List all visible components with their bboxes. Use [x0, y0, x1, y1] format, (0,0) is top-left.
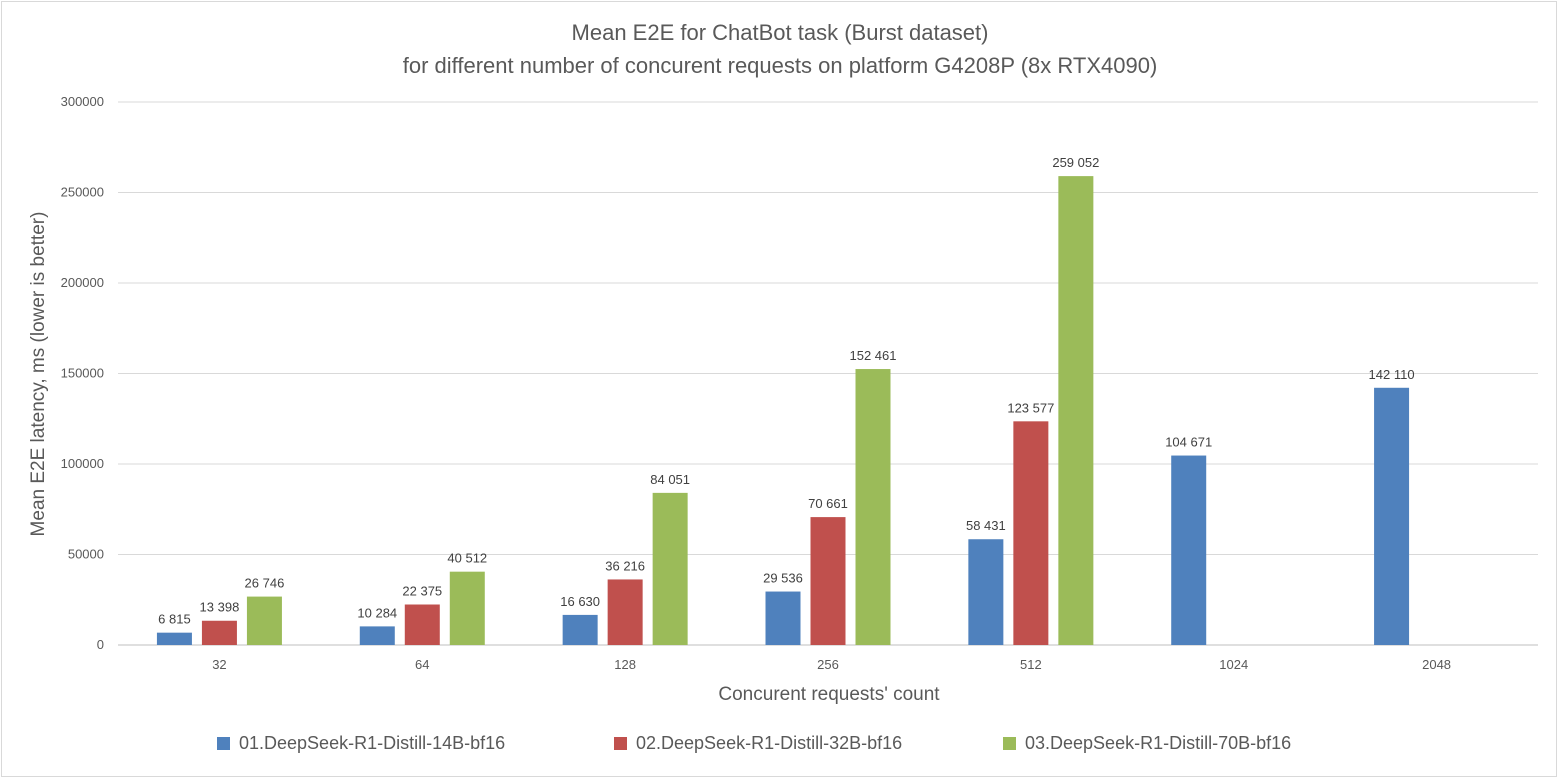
- bar: [765, 591, 801, 645]
- bar-value-label: 22 375: [402, 584, 442, 599]
- x-axis-label: Concurent requests' count: [718, 684, 940, 705]
- bar: [810, 517, 846, 645]
- bar-value-label: 70 661: [808, 496, 848, 511]
- bar-value-label: 142 110: [1369, 367, 1415, 382]
- legend-label: 01.DeepSeek-R1-Distill-14B-bf16: [239, 733, 505, 753]
- bar-value-label: 40 512: [447, 551, 487, 566]
- legend-swatch: [614, 737, 627, 750]
- bar: [246, 596, 282, 645]
- bar: [404, 604, 440, 645]
- bar-value-label: 6 815: [158, 612, 191, 627]
- bar: [855, 369, 891, 645]
- bar: [607, 579, 643, 645]
- bar: [201, 620, 237, 645]
- bar-value-label: 10 284: [357, 605, 397, 620]
- bar-value-label: 16 630: [560, 594, 600, 609]
- bar-value-label: 152 461: [850, 348, 897, 363]
- y-axis-ticks: 0 50000 100000 150000 200000 250000 300000: [61, 94, 104, 652]
- x-tick-label: 512: [1020, 657, 1042, 672]
- legend-swatch: [217, 737, 230, 750]
- bar: [449, 571, 485, 645]
- bar-value-label: 84 051: [650, 472, 690, 487]
- y-tick-label: 200000: [61, 275, 104, 290]
- x-tick-label: 32: [212, 657, 226, 672]
- y-tick-label: 150000: [61, 366, 104, 381]
- bar: [156, 632, 192, 645]
- chart-subtitle: for different number of concurent reques…: [403, 53, 1158, 78]
- x-axis-ticks: 32 64 128 256 512 1024 2048: [212, 657, 1451, 672]
- y-tick-label: 50000: [68, 547, 104, 562]
- legend: 01.DeepSeek-R1-Distill-14B-bf16 02.DeepSe…: [217, 733, 1291, 753]
- bar: [1374, 387, 1410, 645]
- legend-label: 02.DeepSeek-R1-Distill-32B-bf16: [636, 733, 902, 753]
- bar-value-label: 13 398: [200, 600, 240, 615]
- x-tick-label: 1024: [1219, 657, 1248, 672]
- legend-swatch: [1003, 737, 1016, 750]
- x-tick-label: 2048: [1422, 657, 1451, 672]
- y-axis-label: Mean E2E latency, ms (lower is better): [28, 212, 49, 537]
- bar: [1058, 176, 1094, 645]
- data-labels: 6 815 13 398 26 746 10 284 22 375 40 512 16 63…: [158, 155, 1414, 627]
- bar-value-label: 58 431: [966, 518, 1006, 533]
- legend-label: 03.DeepSeek-R1-Distill-70B-bf16: [1025, 733, 1291, 753]
- y-tick-label: 300000: [61, 94, 104, 109]
- chart-title: Mean E2E for ChatBot task (Burst dataset…: [572, 20, 989, 45]
- bars: [156, 176, 1410, 645]
- bar-value-label: 26 746: [245, 576, 285, 591]
- bar-value-label: 259 052: [1052, 155, 1099, 170]
- bar: [1013, 421, 1049, 645]
- bar: [359, 626, 395, 645]
- x-tick-label: 128: [614, 657, 636, 672]
- x-tick-label: 256: [817, 657, 839, 672]
- y-tick-label: 0: [97, 637, 104, 652]
- bar: [968, 539, 1004, 645]
- bar-value-label: 29 536: [763, 571, 803, 586]
- y-tick-label: 250000: [61, 185, 104, 200]
- x-tick-label: 64: [415, 657, 429, 672]
- bar: [562, 614, 598, 645]
- gridlines: [118, 101, 1538, 646]
- bar: [1171, 455, 1207, 645]
- bar-value-label: 123 577: [1007, 400, 1054, 415]
- y-tick-label: 100000: [61, 456, 104, 471]
- bar: [652, 492, 688, 645]
- bar-value-label: 36 216: [605, 558, 645, 573]
- bar-value-label: 104 671: [1165, 435, 1212, 450]
